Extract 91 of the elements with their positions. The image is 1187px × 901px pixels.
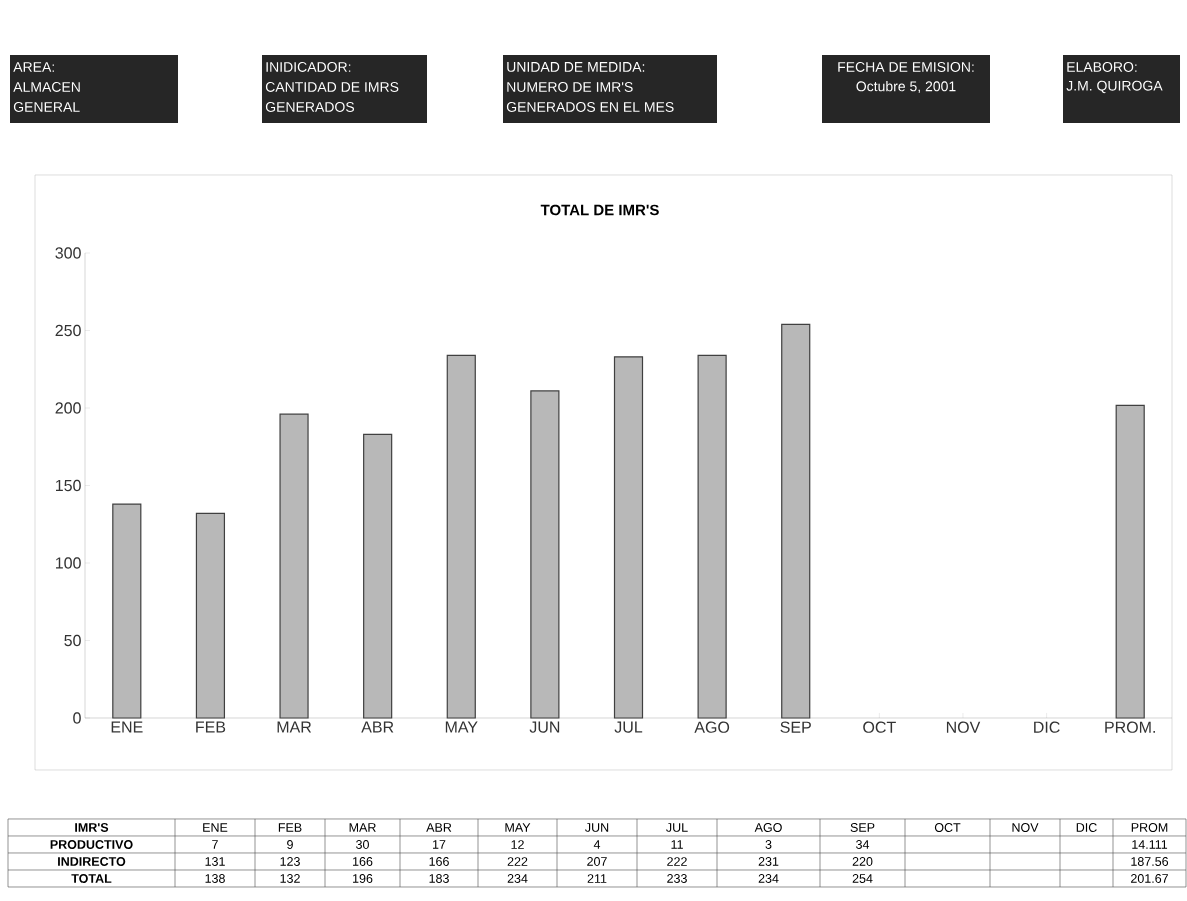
bar (1115, 404, 1145, 719)
text: 207 (587, 857, 607, 866)
text: J.M. QUIROGA (1066, 80, 1163, 94)
text: Octubre 5, 2001 (856, 81, 956, 93)
text: GENERADOS EN EL MES (506, 102, 674, 112)
text: 222 (507, 857, 528, 866)
text: 231 (758, 857, 779, 866)
text: 132 (280, 874, 300, 883)
text: IMR'S (75, 823, 109, 832)
text: ABR (426, 823, 452, 832)
y-tick-label: 250 (55, 324, 81, 337)
x-tick-label: FEB (196, 721, 226, 733)
text: MAR (349, 823, 376, 832)
y-tick-label: 50 (64, 634, 81, 647)
text: 234 (758, 874, 779, 883)
text: 222 (667, 857, 687, 866)
text: GENERADOS (265, 102, 355, 112)
text: 7 (212, 840, 218, 849)
text: FECHA DE EMISION: (838, 62, 974, 72)
x-tick-label: SEP (780, 721, 811, 733)
text: ENE (203, 823, 228, 832)
y-tick-label: 150 (56, 479, 81, 492)
y-tick-label: 300 (55, 247, 81, 259)
text: TOTAL (71, 874, 112, 883)
bar (363, 433, 393, 719)
text: PROM (1131, 823, 1168, 832)
text: INIDICADOR: (266, 62, 351, 72)
bar (112, 503, 142, 719)
text: GENERAL (13, 102, 80, 112)
text: 131 (205, 857, 225, 866)
x-tick-label: MAR (277, 721, 312, 733)
text: DIC (1076, 823, 1097, 832)
bar (195, 512, 226, 719)
text: 201.67 (1131, 874, 1168, 883)
bar (781, 323, 811, 719)
bar (530, 390, 560, 719)
text: JUL (666, 823, 688, 832)
text: 220 (852, 857, 873, 866)
text: 234 (507, 874, 528, 883)
text: 166 (429, 857, 449, 866)
x-tick-label: OCT (863, 721, 896, 733)
text: 30 (356, 840, 369, 849)
text: 4 (593, 840, 601, 849)
bar (697, 354, 727, 719)
y-tick-label: 200 (55, 402, 81, 414)
bar (613, 356, 644, 719)
text: NOV (1012, 823, 1039, 832)
x-tick-label: DIC (1034, 721, 1060, 733)
y-tick-label: 0 (73, 712, 81, 724)
x-tick-label: JUL (614, 721, 643, 733)
text: JUN (585, 823, 609, 832)
x-tick-label: AGO (694, 721, 730, 733)
text: UNIDAD DE MEDIDA: (507, 62, 645, 72)
x-tick-label: JUN (529, 721, 560, 733)
text: 3 (765, 840, 772, 849)
x-tick-label: ABR (361, 721, 394, 733)
text: MAY (505, 823, 531, 832)
text: PRODUCTIVO (50, 840, 133, 849)
bar (446, 354, 476, 719)
text: 123 (280, 857, 300, 866)
text: 138 (205, 874, 225, 883)
text: INDIRECTO (58, 857, 126, 866)
text: 183 (429, 874, 449, 883)
text: 166 (353, 857, 373, 866)
text: 196 (353, 874, 373, 883)
text: ELABORO: (1067, 62, 1137, 72)
text: OCT (934, 823, 961, 832)
bar (279, 413, 309, 719)
chart-title: TOTAL DE IMR'S (540, 204, 659, 216)
x-tick-label: ENE (111, 721, 143, 733)
text: 187.56 (1131, 857, 1169, 866)
text: NUMERO DE IMR'S (507, 82, 633, 92)
y-tick-label: 100 (56, 557, 81, 569)
x-tick-label: MAY (445, 721, 478, 733)
text: 12 (511, 840, 524, 849)
text: 9 (287, 840, 293, 849)
text: ALMACEN (13, 82, 80, 92)
text: FEB (278, 823, 302, 832)
text: 17 (433, 840, 446, 849)
text: SEP (850, 823, 875, 832)
text: 211 (587, 874, 607, 883)
x-tick-label: NOV (946, 721, 981, 733)
text: 34 (856, 840, 870, 849)
text: AREA: (13, 62, 54, 72)
text: CANTIDAD DE IMRS (265, 82, 399, 92)
text: 254 (852, 874, 873, 883)
x-tick-label: PROM. (1105, 721, 1155, 733)
text: 14.111 (1132, 840, 1168, 849)
text: AGO (754, 823, 782, 832)
text: 233 (667, 874, 687, 883)
text: 11 (671, 840, 683, 849)
